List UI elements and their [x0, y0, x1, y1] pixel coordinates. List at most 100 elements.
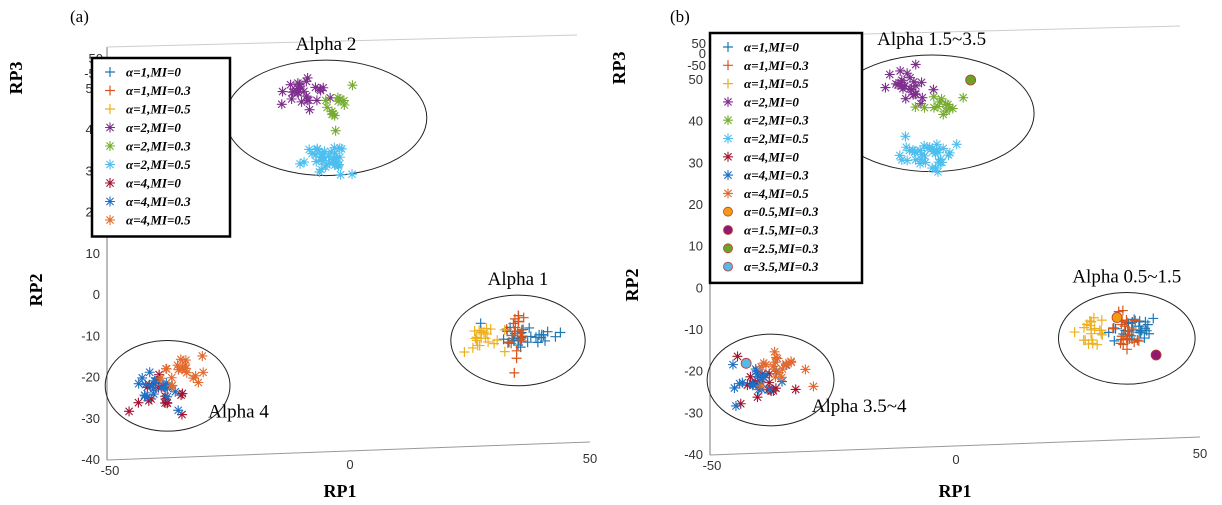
data-point — [516, 336, 527, 347]
data-point — [908, 89, 919, 100]
legend-entry: α=0.5,MI=0.3 — [744, 204, 819, 219]
data-point — [764, 368, 775, 379]
data-point — [511, 345, 522, 356]
data-point — [315, 84, 326, 95]
data-point — [326, 106, 337, 117]
data-point — [758, 372, 769, 383]
legend-entry: α=3.5,MI=0.3 — [744, 259, 819, 274]
data-point — [915, 145, 926, 156]
data-point — [928, 102, 939, 113]
data-point — [459, 347, 470, 358]
legend-marker — [105, 141, 115, 151]
cluster-ellipse — [706, 333, 835, 427]
y-tick-label: -30 — [81, 411, 100, 426]
data-point — [751, 365, 762, 376]
cluster-ellipse — [1057, 292, 1196, 385]
data-point — [317, 148, 328, 159]
legend-marker — [723, 151, 733, 162]
x-axis-line — [106, 441, 591, 461]
legend-marker — [723, 188, 733, 199]
data-point — [790, 384, 801, 395]
data-point — [471, 335, 482, 346]
data-point — [1116, 319, 1127, 330]
data-point — [745, 371, 756, 382]
series-3 — [880, 59, 939, 109]
data-point — [769, 346, 780, 357]
panel-label: (b) — [670, 7, 690, 26]
legend-marker — [105, 85, 115, 96]
data-point — [1092, 339, 1103, 350]
data-point — [958, 92, 969, 103]
x-axis-label: RP1 — [939, 481, 972, 501]
data-point — [931, 144, 942, 155]
data-point — [154, 369, 165, 380]
data-point — [1128, 324, 1139, 335]
x-tick-label: 50 — [1193, 446, 1207, 461]
data-point — [734, 378, 745, 389]
data-point — [942, 99, 953, 110]
y-tick-label: 50 — [689, 72, 703, 87]
data-point — [1140, 316, 1151, 327]
z-tick-label: 0 — [699, 46, 706, 61]
cluster-label: Alpha 1 — [488, 269, 549, 290]
data-point — [276, 99, 287, 110]
data-point — [729, 382, 740, 393]
data-point — [752, 371, 763, 382]
data-point — [312, 144, 323, 155]
y-tick-label: 30 — [689, 155, 703, 170]
data-point — [752, 392, 763, 403]
data-point — [1121, 315, 1132, 326]
data-point — [1086, 328, 1097, 339]
data-point — [518, 312, 529, 323]
panel-label: (a) — [70, 7, 89, 26]
data-point — [773, 367, 784, 378]
legend-marker — [105, 215, 115, 225]
series-4 — [910, 91, 969, 120]
y-tick-label: -10 — [684, 322, 703, 337]
data-point — [140, 390, 151, 401]
data-point — [951, 139, 962, 150]
data-point — [167, 380, 178, 391]
y-tick-label: 10 — [86, 246, 100, 261]
data-point — [1121, 333, 1132, 344]
data-point — [149, 375, 160, 386]
y-tick-label: 0 — [93, 287, 100, 302]
z-axis-label: RP3 — [6, 62, 26, 95]
data-point — [330, 125, 341, 136]
z-axis-label: RP3 — [609, 52, 629, 85]
data-point — [180, 355, 191, 366]
data-point — [758, 358, 769, 369]
data-point — [1069, 327, 1080, 338]
legend-marker — [723, 261, 733, 272]
data-point — [506, 330, 517, 341]
data-point — [1133, 336, 1144, 347]
chart-panel-a: -40-30-20-1001020304050-5005050-50RP1RP2… — [6, 7, 597, 501]
data-point — [301, 91, 312, 102]
data-point — [770, 357, 781, 368]
data-point — [482, 329, 493, 340]
data-point — [890, 78, 901, 89]
legend-marker — [723, 60, 733, 71]
data-point — [934, 96, 945, 107]
data-point — [320, 95, 331, 106]
series-1 — [501, 310, 529, 378]
z-tick-label: -50 — [687, 58, 706, 73]
legend-marker — [723, 206, 733, 217]
data-point — [137, 372, 148, 383]
data-point — [800, 364, 811, 375]
data-point — [770, 371, 781, 382]
data-point — [474, 325, 485, 336]
data-point — [295, 158, 306, 169]
data-point — [508, 318, 519, 329]
data-point — [124, 406, 135, 417]
data-point — [931, 139, 942, 150]
data-point — [769, 364, 780, 375]
data-point — [897, 83, 908, 94]
data-point — [499, 346, 510, 357]
z-axis-line — [106, 34, 578, 48]
series-1 — [1107, 305, 1144, 355]
data-point — [910, 154, 921, 165]
data-point — [1148, 313, 1159, 324]
data-point — [772, 353, 783, 364]
